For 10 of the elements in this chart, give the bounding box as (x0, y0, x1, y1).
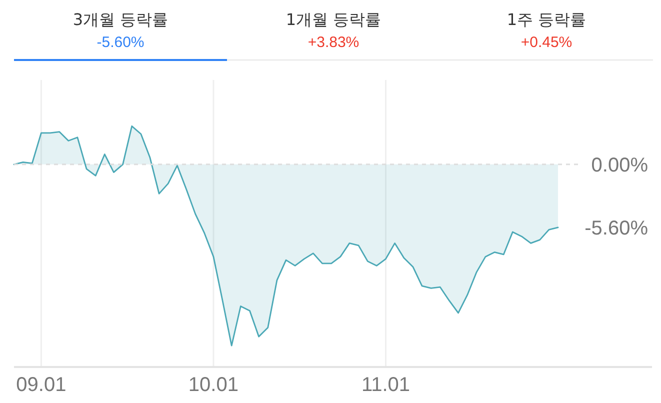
y-tick-label: 0.00% (591, 154, 648, 176)
x-tick-label: 11.01 (361, 374, 410, 396)
category-label: 1주 등락률 (506, 10, 586, 29)
text: +3.83% (308, 34, 360, 51)
category-label: 1개월 등락률 (286, 10, 382, 29)
category-label: 3개월 등락률 (72, 10, 168, 29)
x-tick-label: 09.01 (16, 374, 66, 396)
x-tick-label: 10.01 (188, 374, 238, 396)
text: -5.60% (96, 34, 144, 51)
text: +0.45% (520, 34, 572, 51)
